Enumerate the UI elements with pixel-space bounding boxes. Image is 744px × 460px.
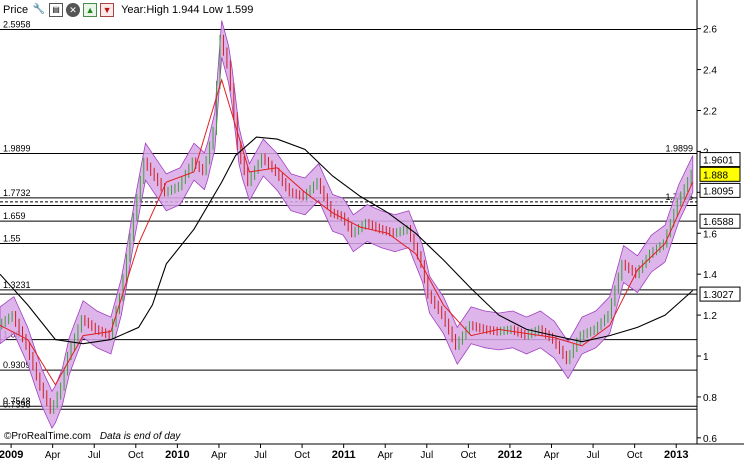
slow-moving-average-line [0, 136, 694, 345]
price-candles [1, 34, 692, 414]
price-tag-label: 1.3027 [703, 290, 734, 301]
price-tag-label: 1.6588 [703, 217, 734, 228]
level-right-label: 1.9899 [665, 143, 693, 153]
level-label: 0.7398 [3, 399, 31, 409]
price-tag-box [699, 213, 741, 229]
price-tags: 1.9601 1.888 1.8095 1.6588 1.3027 [699, 152, 741, 302]
close-icon[interactable]: ✕ [66, 3, 81, 17]
x-tick-label: Jul [254, 450, 267, 460]
x-tick-label: Oct [128, 450, 144, 460]
y-tick-label: 1.4 [703, 270, 717, 281]
level-label: 1.3231 [3, 280, 31, 290]
y-tick-label: 0.6 [703, 434, 717, 445]
level-label: 2.5958 [3, 20, 31, 30]
moving-averages [0, 78, 694, 386]
x-tick-label: Jul [587, 450, 600, 460]
arrow-down-icon[interactable]: ▼ [100, 3, 115, 17]
y-tick-label: 1.6 [703, 229, 717, 240]
level-label: 0.7548 [3, 396, 31, 406]
price-tag-box [699, 152, 741, 168]
price-tag-label: 1.888 [703, 170, 728, 181]
arrow-up-icon[interactable]: ▲ [83, 3, 98, 17]
x-tick-label: Jul [88, 450, 101, 460]
year-range-info: Year:High 1.944 Low 1.599 [121, 4, 254, 16]
y-tick-label: 2.6 [703, 25, 717, 36]
level-label: 0.9309 [3, 360, 31, 370]
chart-toolbar: Price 🔧 ▤ ✕ ▲ ▼ Year:High 1.944 Low 1.59… [0, 0, 560, 20]
x-tick-label: 2009 [0, 449, 23, 460]
chart-title: Price [3, 4, 29, 16]
price-tag-label: 1.8095 [703, 186, 734, 197]
price-tag-box [699, 166, 741, 182]
x-tick-label: Apr [377, 450, 393, 460]
x-tick-label: 2010 [165, 449, 189, 460]
x-tick-label: Apr [45, 450, 61, 460]
data-note-text: Data is end of day [100, 431, 182, 442]
x-tick-label: Jul [420, 450, 433, 460]
x-tick-label: 2012 [498, 449, 522, 460]
y-tick-label: 2.4 [703, 66, 717, 77]
level-label: 1.9899 [3, 143, 31, 153]
svg-text:©ProRealTime.com Data is e: ©ProRealTime.com Data is end of day [4, 431, 181, 442]
y-tick-label: 2.2 [703, 106, 717, 117]
price-tag-box [699, 286, 741, 302]
copyright-text: ©ProRealTime.com [4, 431, 91, 442]
x-tick-label: Apr [211, 450, 227, 460]
y-tick-label: 1.2 [703, 311, 717, 322]
x-tick-label: 2013 [664, 449, 688, 460]
level-label: 1.55 [3, 233, 21, 243]
x-tick-label: Oct [294, 450, 310, 460]
y-tick-label: 0.8 [703, 393, 717, 404]
x-tick-label: Oct [461, 450, 477, 460]
window-icon[interactable]: ▤ [49, 3, 64, 17]
x-tick-label: Apr [544, 450, 560, 460]
x-tick-label: Oct [627, 450, 643, 460]
price-tag-box [699, 182, 741, 198]
level-label: 1.659 [3, 211, 26, 221]
x-tick-label: 2011 [332, 449, 356, 460]
wrench-icon[interactable]: 🔧 [32, 4, 46, 15]
fast-moving-average-line [0, 78, 694, 386]
y-tick-label: 1 [703, 352, 709, 363]
price-tag-label: 1.9601 [703, 156, 734, 167]
level-label: 1.7732 [3, 188, 31, 198]
